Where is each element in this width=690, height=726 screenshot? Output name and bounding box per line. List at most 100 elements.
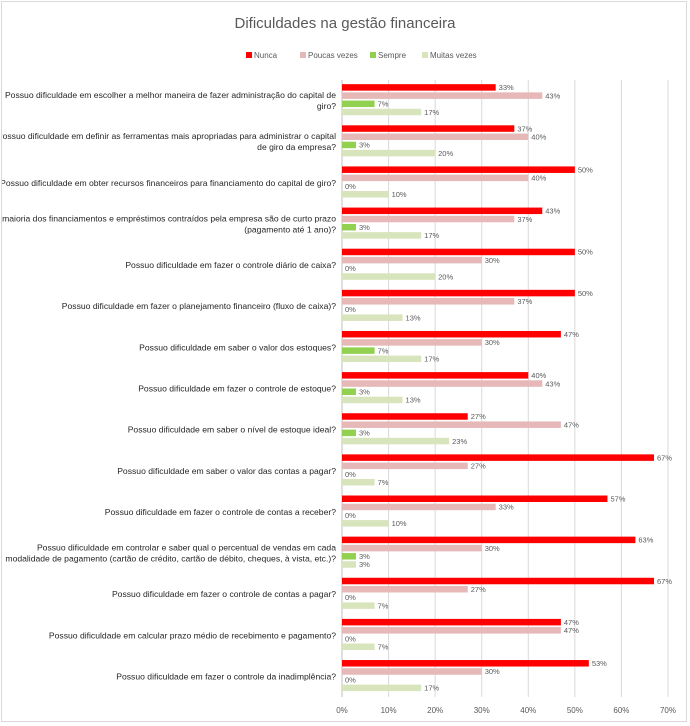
bar-7-3: [342, 396, 403, 404]
category-label-2: Possuo dificuldade em obter recursos fin…: [2, 178, 336, 188]
bar-5-3: [342, 314, 403, 321]
bar-6-0: [342, 330, 561, 338]
legend-swatch-3: [422, 52, 428, 58]
bar-13-1: [342, 627, 561, 634]
bar-11-1: [342, 544, 482, 552]
bars: 33%43%7%17%37%40%3%20%50%40%0%10%43%37%3…: [342, 83, 672, 693]
category-label-11: modalidade de pagamento (cartão de crédi…: [5, 554, 336, 564]
data-label-10-3: 10%: [392, 519, 407, 528]
data-label-0-3: 17%: [424, 108, 439, 117]
x-axis-ticks: 0% 10% 20% 30% 40% 50% 60% 70%: [336, 706, 676, 715]
data-label-6-0: 47%: [564, 330, 579, 339]
x-tick-label-6: 60%: [613, 706, 629, 715]
bar-9-1: [342, 462, 468, 470]
bar-12-3: [342, 602, 375, 609]
category-label-1: Possuo dificuldade em definir as ferrame…: [2, 131, 336, 141]
data-label-13-2: 0%: [345, 634, 356, 643]
category-label-3: A maioria dos financiamentos e empréstim…: [2, 213, 336, 223]
data-label-10-2: 0%: [345, 511, 356, 520]
data-label-0-1: 43%: [545, 91, 560, 100]
data-label-2-0: 50%: [578, 165, 593, 174]
bar-1-0: [342, 125, 515, 132]
x-tick-label-3: 30%: [474, 706, 490, 715]
bar-0-1: [342, 92, 543, 99]
x-tick-label-1: 10%: [381, 706, 397, 715]
bar-4-1: [342, 256, 482, 264]
bar-3-2: [342, 223, 356, 231]
category-label-9: Possuo dificuldade em saber o valor das …: [117, 466, 336, 476]
data-label-10-0: 57%: [610, 495, 625, 504]
bar-1-1: [342, 133, 529, 140]
data-label-8-1: 47%: [564, 420, 579, 429]
legend-label-0: Nunca: [254, 51, 278, 60]
x-tick-label-7: 70%: [660, 706, 676, 715]
bar-12-1: [342, 585, 468, 593]
bar-8-3: [342, 437, 450, 445]
x-tick-label-0: 0%: [336, 706, 348, 715]
legend: Nunca Poucas vezes Sempre Muitas vezes: [246, 51, 477, 60]
bar-7-1: [342, 380, 543, 387]
category-label-7: Possuo dificuldade em fazer o controle d…: [138, 384, 336, 394]
data-label-11-0: 63%: [638, 536, 653, 545]
legend-label-2: Sempre: [378, 51, 407, 60]
data-label-9-3: 7%: [378, 478, 389, 487]
bar-11-3: [342, 561, 356, 568]
data-label-5-3: 13%: [406, 313, 421, 322]
gridlines: [341, 80, 669, 697]
data-label-14-2: 0%: [345, 675, 356, 684]
bar-7-2: [342, 388, 356, 395]
x-tick-label-2: 20%: [427, 706, 443, 715]
data-label-2-1: 40%: [531, 174, 546, 183]
bar-2-0: [342, 166, 575, 173]
legend-swatch-0: [246, 52, 252, 58]
data-label-3-1: 37%: [517, 215, 532, 224]
bar-3-3: [342, 232, 422, 239]
data-label-4-2: 0%: [345, 264, 356, 273]
data-label-5-0: 50%: [578, 289, 593, 298]
chart-title: Dificuldades na gestão financeira: [235, 15, 457, 32]
data-label-0-2: 7%: [378, 100, 389, 109]
bar-0-3: [342, 108, 422, 116]
bar-7-0: [342, 372, 529, 379]
data-label-1-2: 3%: [359, 141, 370, 150]
data-label-12-2: 0%: [345, 593, 356, 602]
data-label-8-3: 23%: [452, 437, 467, 446]
category-label-8: Possuo dificuldade em saber o nível de e…: [128, 425, 337, 435]
data-label-11-1: 30%: [485, 544, 500, 553]
bar-14-0: [342, 660, 589, 667]
bar-14-1: [342, 668, 482, 675]
bar-6-2: [342, 347, 375, 354]
bar-10-0: [342, 495, 608, 502]
data-label-3-2: 3%: [359, 223, 370, 232]
bar-6-1: [342, 339, 482, 346]
category-label-10: Possuo dificuldade em fazer o controle d…: [105, 507, 336, 517]
bar-5-1: [342, 298, 515, 305]
data-label-1-0: 37%: [517, 124, 532, 133]
category-label-12: Possuo dificuldade em fazer o controle d…: [112, 589, 336, 599]
bar-5-0: [342, 289, 575, 297]
data-label-14-1: 30%: [485, 667, 500, 676]
data-label-4-0: 50%: [578, 248, 593, 257]
data-label-8-2: 3%: [359, 429, 370, 438]
data-label-12-3: 7%: [378, 601, 389, 610]
bar-2-1: [342, 174, 529, 182]
category-label-13: Possuo dificuldade em calcular prazo méd…: [49, 630, 336, 640]
bar-3-1: [342, 215, 515, 223]
bar-10-3: [342, 520, 389, 527]
bar-10-1: [342, 503, 496, 511]
data-label-6-2: 7%: [378, 346, 389, 355]
data-label-2-3: 10%: [392, 190, 407, 199]
bar-0-2: [342, 100, 375, 108]
data-label-10-1: 33%: [499, 503, 514, 512]
data-label-12-0: 67%: [657, 577, 672, 586]
bar-1-2: [342, 141, 356, 149]
data-label-6-1: 30%: [485, 338, 500, 347]
x-tick-label-4: 40%: [520, 706, 536, 715]
data-label-9-0: 67%: [657, 453, 672, 462]
data-label-13-0: 47%: [564, 618, 579, 627]
bar-13-3: [342, 643, 375, 650]
data-label-1-3: 20%: [438, 149, 453, 158]
legend-label-3: Muitas vezes: [430, 51, 477, 60]
